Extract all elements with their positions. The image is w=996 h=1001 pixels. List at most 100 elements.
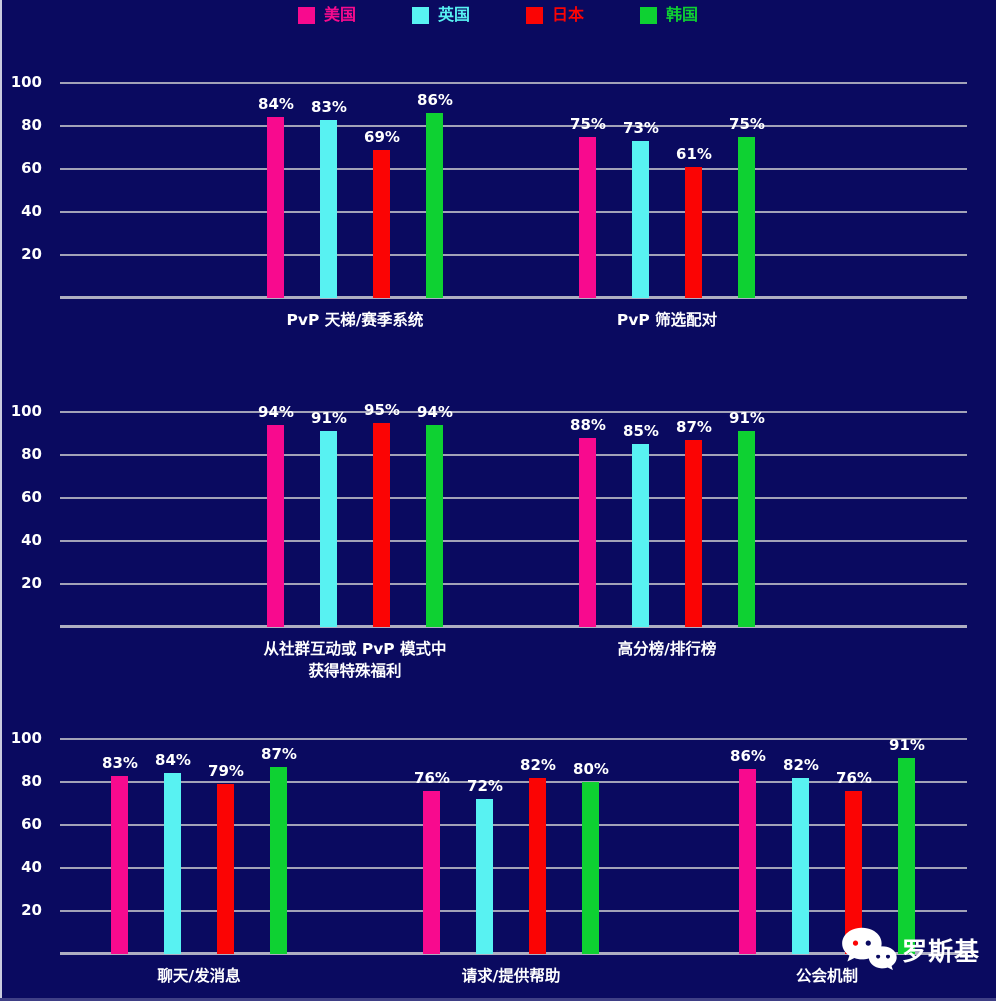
bar-us [111, 776, 128, 954]
bar-value-label: 91% [889, 736, 925, 754]
legend-label-us: 美国 [323, 5, 356, 24]
gridline [60, 824, 967, 826]
bar-value-label: 69% [364, 128, 400, 146]
legend-swatch-kr [640, 6, 658, 24]
bar-value-label: 86% [730, 747, 766, 765]
bar-us [579, 137, 596, 298]
legend-label-kr: 韩国 [666, 5, 699, 24]
bar-value-label: 75% [729, 115, 765, 133]
y-axis-tick: 80 [21, 116, 42, 134]
category-label: 请求/提供帮助 [461, 967, 561, 985]
bar-uk [632, 141, 649, 298]
legend-item-us: 美国 [297, 5, 356, 24]
gridline [60, 867, 967, 869]
y-axis-tick: 40 [21, 202, 42, 220]
y-axis-tick: 40 [21, 531, 42, 549]
chart-legend: 美国 英国 日本 韩国 [0, 4, 996, 26]
bar-kr [582, 782, 599, 954]
bar-jp [373, 150, 390, 298]
x-axis-baseline [60, 625, 967, 628]
bar-jp [685, 167, 702, 298]
bar-value-label: 85% [623, 422, 659, 440]
bar-value-label: 72% [467, 777, 503, 795]
bar-value-label: 91% [729, 409, 765, 427]
y-axis-tick: 40 [21, 858, 42, 876]
y-axis-tick: 100 [10, 729, 42, 747]
bar-value-label: 73% [623, 119, 659, 137]
bar-us [579, 438, 596, 627]
bar-value-label: 95% [364, 401, 400, 419]
bar-jp [845, 791, 862, 954]
gridline [60, 411, 967, 413]
legend-item-kr: 韩国 [640, 5, 699, 24]
wechat-icon [842, 927, 897, 971]
bar-us [267, 425, 284, 627]
y-axis-tick: 60 [21, 159, 42, 177]
bar-value-label: 76% [414, 769, 450, 787]
bar-value-label: 91% [311, 409, 347, 427]
bar-us [267, 117, 284, 298]
bar-kr [738, 431, 755, 627]
bar-value-label: 94% [417, 403, 453, 421]
bar-value-label: 75% [570, 115, 606, 133]
y-axis-tick: 100 [10, 73, 42, 91]
bar-jp [529, 778, 546, 954]
legend-label-jp: 日本 [552, 5, 585, 24]
bar-value-label: 79% [208, 762, 244, 780]
bar-value-label: 84% [155, 751, 191, 769]
gridline [60, 497, 967, 499]
gridline [60, 781, 967, 783]
y-axis-tick: 100 [10, 402, 42, 420]
gridline [60, 583, 967, 585]
legend-swatch-uk [411, 6, 429, 24]
bar-jp [685, 440, 702, 627]
legend-swatch-us [297, 6, 315, 24]
gridline [60, 168, 967, 170]
bar-value-label: 82% [520, 756, 556, 774]
bar-value-label: 87% [676, 418, 712, 436]
category-label: 聊天/发消息 [157, 967, 241, 985]
y-axis-tick: 20 [21, 574, 42, 592]
category-label: PvP 天梯/赛季系统 [286, 311, 424, 329]
bar-value-label: 82% [783, 756, 819, 774]
y-axis-tick: 20 [21, 901, 42, 919]
gridline [60, 82, 967, 84]
bar-uk [632, 444, 649, 627]
gridline [60, 125, 967, 127]
x-axis-baseline [60, 296, 967, 299]
y-axis-tick: 60 [21, 815, 42, 833]
bar-value-label: 86% [417, 91, 453, 109]
y-axis-tick: 60 [21, 488, 42, 506]
gridline [60, 211, 967, 213]
gridline [60, 910, 967, 912]
category-label: PvP 筛选配对 [616, 311, 718, 329]
gridline [60, 254, 967, 256]
bar-value-label: 84% [258, 95, 294, 113]
bar-chart-pvp-systems: 100 80 60 40 20 84% 75% 83% 73% 69% 61% 86% 75% PvP 天… [0, 73, 996, 329]
category-label: 公会机制 [795, 967, 858, 985]
watermark-text: 罗斯基 [902, 936, 981, 966]
bar-kr [898, 758, 915, 954]
left-edge-line [0, 0, 2, 1001]
bar-uk [164, 773, 181, 954]
bar-kr [270, 767, 287, 954]
bar-value-label: 83% [311, 98, 347, 116]
bar-uk [476, 799, 493, 954]
bottom-edge-line [0, 998, 996, 1001]
watermark: 罗斯基 [841, 926, 980, 976]
bar-value-label: 80% [573, 760, 609, 778]
category-label: 从社群互动或 PvP 模式中 获得特殊福利 [263, 640, 447, 680]
bar-jp [217, 784, 234, 954]
legend-label-uk: 英国 [437, 5, 470, 24]
bar-us [739, 769, 756, 954]
bar-value-label: 76% [836, 769, 872, 787]
legend-swatch-jp [526, 6, 543, 24]
bar-uk [320, 431, 337, 627]
legend-item-jp: 日本 [526, 5, 585, 24]
bar-value-label: 61% [676, 145, 712, 163]
bar-value-label: 94% [258, 403, 294, 421]
bar-value-label: 87% [261, 745, 297, 763]
legend-item-uk: 英国 [411, 5, 470, 24]
bar-jp [373, 423, 390, 627]
bar-uk [320, 120, 337, 298]
